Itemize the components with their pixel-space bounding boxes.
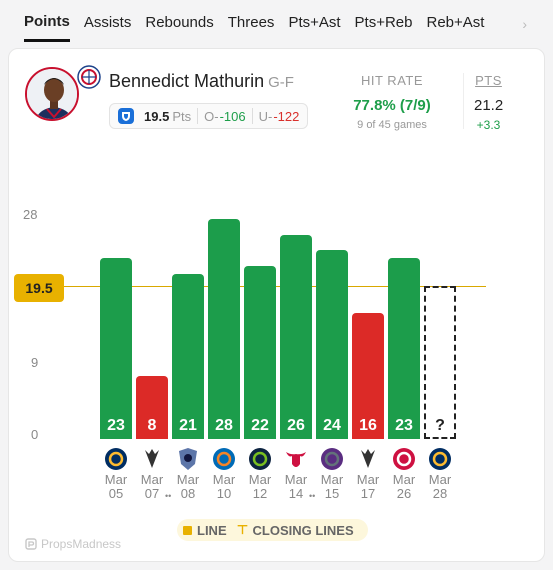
game-date-label: Mar 08: [176, 472, 200, 501]
pacers-logo-icon: [105, 448, 127, 470]
bar-game-8[interactable]: [352, 313, 384, 439]
spurs-logo-icon: [361, 449, 375, 468]
timberwolves-logo-icon: [249, 448, 271, 470]
hit-rate-sub: 9 of 45 games: [357, 119, 427, 131]
kings-logo-icon: [321, 448, 343, 470]
bar-game-5[interactable]: [244, 266, 276, 439]
pts-value: 21.2: [474, 97, 504, 114]
y-tick-0: 0: [31, 427, 39, 442]
prop-line-pill[interactable]: 19.5 Pts O - -106 U - -122: [109, 103, 309, 129]
date-gap-dots: ••: [165, 491, 172, 501]
pts-block: PTS 21.2 +3.3: [463, 73, 504, 132]
game-date-label: Mar 28: [428, 472, 452, 501]
tab-rebounds[interactable]: Rebounds: [145, 14, 214, 31]
bar-value-label: 28: [215, 417, 233, 434]
chart-legend[interactable]: LINE ⊤ CLOSING LINES: [177, 519, 368, 541]
date-gap-dots: ••: [309, 491, 316, 501]
y-tick-28: 28: [23, 207, 38, 222]
bar-game-9[interactable]: [388, 258, 420, 439]
bar-game-7[interactable]: [316, 250, 348, 439]
line-swatch-icon: [183, 525, 192, 535]
hit-rate-block: HIT RATE 77.8% (7/9) 9 of 45 games: [339, 73, 445, 131]
player-prop-card: Bennedict Mathurin G-F 19.5 Pts O - -106 U-…: [8, 48, 545, 562]
hit-rate-value: 77.8% (7/9): [353, 97, 431, 114]
bar-value-label: 16: [359, 417, 377, 434]
bar-game-4[interactable]: [208, 219, 240, 439]
prop-line-label: Pts: [172, 108, 192, 124]
player-position: G-F: [268, 74, 294, 91]
bar-value-label: 21: [179, 417, 197, 434]
bar-value-label: ?: [435, 417, 445, 434]
brand-name: PropsMadness: [41, 537, 122, 551]
bar-value-label: 22: [251, 417, 269, 434]
under-odds: -122: [273, 108, 300, 124]
bar-value-label: 26: [287, 417, 305, 434]
tab-pts-reb[interactable]: Pts+Reb: [354, 14, 413, 31]
game-date-label: Mar 12: [248, 472, 272, 501]
chevron-right-icon[interactable]: ›: [522, 16, 527, 32]
sportsbook-icon: [118, 108, 134, 124]
game-date-label: Mar 26: [392, 472, 416, 501]
clippers-logo-icon: [77, 65, 101, 89]
bar-game-6[interactable]: [280, 234, 312, 439]
bar-value-label: 24: [323, 417, 341, 434]
grizzlies-logo-icon: [179, 448, 197, 470]
tab-points[interactable]: Points: [24, 5, 70, 42]
bar-game-1[interactable]: [100, 258, 132, 439]
closing-line-icon: ⊤: [236, 522, 249, 537]
legend-closing-lines[interactable]: CLOSING LINES: [252, 522, 354, 538]
bar-value-label: 23: [107, 417, 125, 434]
bar-upcoming-game[interactable]: [424, 285, 456, 439]
under-label: U: [258, 108, 268, 124]
pacers-logo-icon: [429, 448, 451, 470]
knicks-logo-icon: [213, 448, 235, 470]
raptors-logo-icon: [393, 448, 415, 470]
spurs-logo-icon: [145, 449, 159, 468]
player-name-text: Bennedict Mathurin: [109, 71, 265, 91]
player-name: Bennedict Mathurin G-F: [109, 71, 294, 92]
bar-game-2[interactable]: [136, 376, 168, 439]
avatar: [25, 67, 79, 121]
divider: [197, 108, 199, 124]
legend-line[interactable]: LINE: [197, 522, 227, 538]
game-date-label: Mar 10: [212, 472, 236, 501]
over-label: O: [204, 108, 215, 124]
tab-pts-ast[interactable]: Pts+Ast: [288, 14, 341, 31]
line-value-tag: 19.5: [14, 274, 64, 302]
bar-game-3[interactable]: [172, 274, 204, 439]
game-date-label: Mar 17: [356, 472, 380, 501]
over-odds: -106: [219, 108, 246, 124]
propsmadness-logo-icon: [25, 538, 37, 550]
divider: [251, 108, 253, 124]
pts-diff: +3.3: [476, 118, 501, 132]
tab-threes[interactable]: Threes: [227, 14, 275, 31]
bar-value-label: 8: [147, 417, 157, 434]
game-date-label: Mar 05: [104, 472, 128, 501]
brand-watermark: PropsMadness: [25, 537, 121, 551]
bulls-logo-icon: [286, 452, 306, 467]
tab-assists[interactable]: Assists: [83, 14, 132, 31]
game-date-label: Mar 15: [320, 472, 344, 501]
game-date-label: Mar 14: [284, 472, 308, 501]
tab-reb-ast[interactable]: Reb+Ast: [426, 14, 485, 31]
bar-value-label: 23: [395, 417, 413, 434]
game-date-label: Mar 07: [140, 472, 164, 501]
hit-rate-title: HIT RATE: [360, 73, 424, 88]
y-tick-9: 9: [31, 355, 39, 370]
prop-tabs: Points Assists Rebounds Threes Pts+Ast P…: [0, 0, 553, 46]
pts-title[interactable]: PTS: [475, 73, 502, 88]
prop-line-value: 19.5: [144, 108, 170, 124]
